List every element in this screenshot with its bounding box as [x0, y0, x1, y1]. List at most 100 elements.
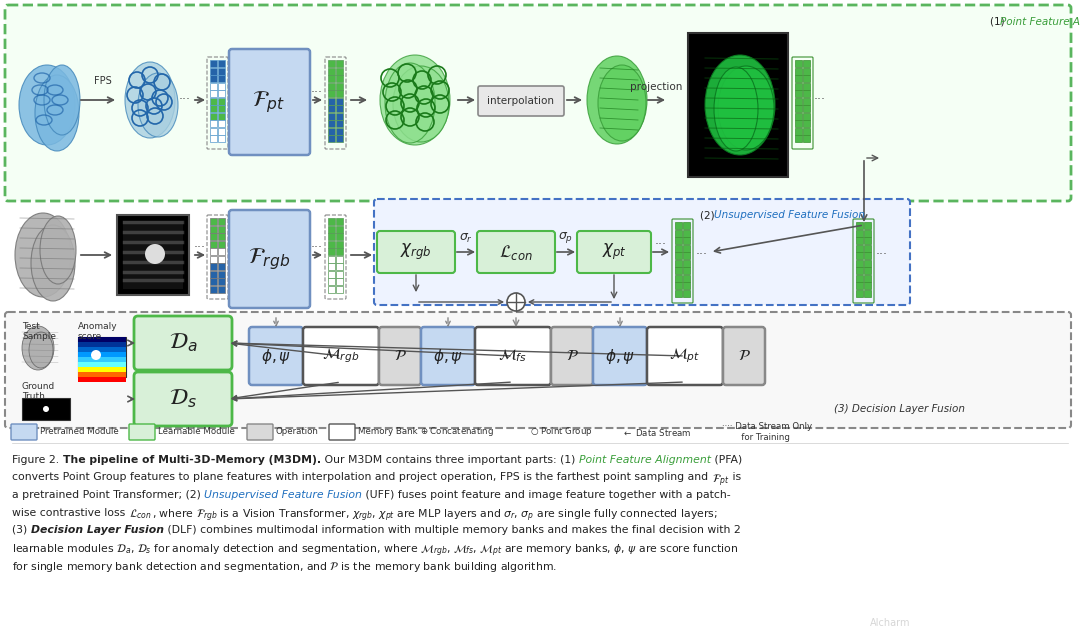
Bar: [210, 233, 217, 240]
Text: $\mathcal{F}_{pt}$: $\mathcal{F}_{pt}$: [712, 473, 729, 489]
Bar: [336, 233, 342, 240]
Bar: [328, 135, 335, 142]
Bar: [795, 83, 802, 90]
Text: $\mathcal{F}_{pt}$: $\mathcal{F}_{pt}$: [253, 89, 285, 115]
Bar: [210, 278, 217, 285]
Text: interpolation: interpolation: [487, 96, 554, 106]
Bar: [336, 75, 342, 82]
Ellipse shape: [138, 73, 178, 137]
Bar: [328, 68, 335, 75]
Text: Our M3DM contains three important parts: (1): Our M3DM contains three important parts:…: [321, 455, 579, 465]
Bar: [210, 75, 217, 82]
Bar: [328, 127, 335, 134]
Bar: [217, 225, 225, 233]
Bar: [210, 120, 217, 127]
Text: Ground
Truth: Ground Truth: [22, 382, 55, 401]
Bar: [802, 90, 810, 97]
Bar: [795, 60, 802, 67]
Bar: [795, 113, 802, 120]
Bar: [78, 377, 126, 382]
Text: $\mathcal{F}_{rgb}$: $\mathcal{F}_{rgb}$: [248, 246, 291, 272]
Bar: [217, 255, 225, 262]
Bar: [802, 68, 810, 75]
FancyBboxPatch shape: [379, 327, 421, 385]
Text: $\oplus$ Concatenating: $\oplus$ Concatenating: [420, 426, 495, 438]
Text: $\chi_{pt}$: $\chi_{pt}$: [602, 242, 626, 262]
Text: $\chi_{rgb}$: $\chi_{rgb}$: [401, 242, 432, 262]
Bar: [336, 285, 342, 292]
Text: Test
Sample: Test Sample: [22, 322, 56, 341]
FancyBboxPatch shape: [377, 231, 455, 273]
Text: $\mathcal{L}_{con}$: $\mathcal{L}_{con}$: [129, 508, 151, 521]
FancyBboxPatch shape: [329, 424, 355, 440]
Bar: [683, 275, 689, 282]
Bar: [328, 271, 335, 278]
Bar: [856, 252, 863, 259]
Bar: [328, 120, 335, 127]
Text: $\mathcal{L}_{con}$: $\mathcal{L}_{con}$: [499, 243, 532, 262]
Bar: [336, 83, 342, 90]
Bar: [856, 275, 863, 282]
Bar: [675, 267, 681, 274]
Bar: [856, 282, 863, 289]
Text: AIcharm: AIcharm: [870, 618, 910, 628]
Text: $\mathcal{M}_{fs}$: $\mathcal{M}_{fs}$: [499, 348, 527, 364]
Bar: [336, 255, 342, 262]
Bar: [210, 113, 217, 120]
Bar: [336, 97, 342, 104]
Bar: [328, 105, 335, 112]
Text: $\mathcal{D}_a$: $\mathcal{D}_a$: [168, 332, 198, 354]
Text: learnable modules $\mathcal{D}_a$, $\mathcal{D}_s$ for anomaly detection and seg: learnable modules $\mathcal{D}_a$, $\mat…: [12, 543, 738, 559]
Bar: [210, 68, 217, 75]
Bar: [210, 285, 217, 292]
Bar: [336, 127, 342, 134]
Bar: [328, 83, 335, 90]
Text: (1): (1): [990, 17, 1008, 27]
Bar: [328, 97, 335, 104]
Text: $\mathcal{P}$: $\mathcal{P}$: [566, 348, 579, 364]
Ellipse shape: [714, 67, 758, 151]
Bar: [210, 271, 217, 278]
FancyBboxPatch shape: [249, 327, 303, 385]
Bar: [683, 222, 689, 229]
Bar: [78, 347, 126, 352]
Bar: [78, 357, 126, 362]
Bar: [210, 255, 217, 262]
Bar: [328, 75, 335, 82]
Bar: [683, 237, 689, 244]
Bar: [675, 252, 681, 259]
Bar: [78, 342, 126, 347]
Bar: [217, 68, 225, 75]
Circle shape: [43, 406, 49, 412]
Bar: [864, 237, 870, 244]
Bar: [217, 120, 225, 127]
Bar: [217, 271, 225, 278]
Bar: [802, 83, 810, 90]
Bar: [78, 367, 126, 372]
Text: $\mathcal{P}$: $\mathcal{P}$: [738, 348, 751, 364]
Bar: [683, 245, 689, 252]
Bar: [217, 233, 225, 240]
Bar: [683, 252, 689, 259]
Bar: [795, 97, 802, 104]
Bar: [336, 90, 342, 97]
Bar: [336, 218, 342, 225]
Bar: [328, 263, 335, 270]
Bar: [864, 275, 870, 282]
Bar: [688, 33, 788, 177]
Text: Learnable Module: Learnable Module: [158, 427, 234, 436]
Text: (UFF) fuses point feature and image feature together with a patch-: (UFF) fuses point feature and image feat…: [362, 490, 731, 500]
Bar: [217, 285, 225, 292]
Bar: [683, 289, 689, 296]
Text: Operation: Operation: [276, 427, 319, 436]
Bar: [210, 127, 217, 134]
Bar: [856, 267, 863, 274]
Ellipse shape: [125, 62, 175, 138]
Circle shape: [91, 350, 102, 360]
Bar: [217, 75, 225, 82]
Ellipse shape: [380, 55, 450, 145]
Bar: [210, 90, 217, 97]
Bar: [675, 289, 681, 296]
Text: (3) Decision Layer Fusion: (3) Decision Layer Fusion: [834, 404, 966, 414]
Bar: [795, 135, 802, 142]
